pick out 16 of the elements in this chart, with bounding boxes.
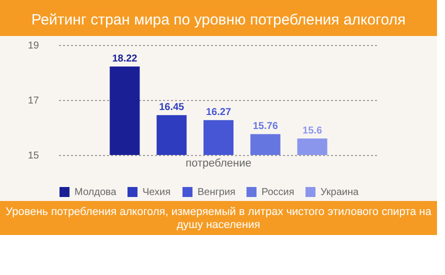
legend-label: Венгрия xyxy=(198,187,236,198)
data-label: 16.45 xyxy=(159,102,185,114)
data-label: 16.27 xyxy=(206,107,232,118)
legend-label: Украина xyxy=(320,187,360,198)
y-tick-label: 15 xyxy=(28,150,40,162)
data-label: 18.22 xyxy=(112,53,138,64)
legend-label: Чехия xyxy=(142,187,171,198)
x-tick-label: потребление xyxy=(186,158,252,170)
text: Уровень потребления алкоголя, измеряемый в литрах чистого этилового спирта на душу населения xyxy=(6,206,432,231)
y-tick-label: 17 xyxy=(28,96,40,106)
chart-title: Рейтинг стран мира по уровню потребления алкоголя xyxy=(31,12,406,28)
y-tick-label: 19 xyxy=(28,40,40,52)
legend-label: Молдова xyxy=(74,187,117,198)
legend-label: Россия xyxy=(262,187,294,198)
data-label: 15.76 xyxy=(252,121,278,132)
data-label: 15.6 xyxy=(302,126,322,136)
